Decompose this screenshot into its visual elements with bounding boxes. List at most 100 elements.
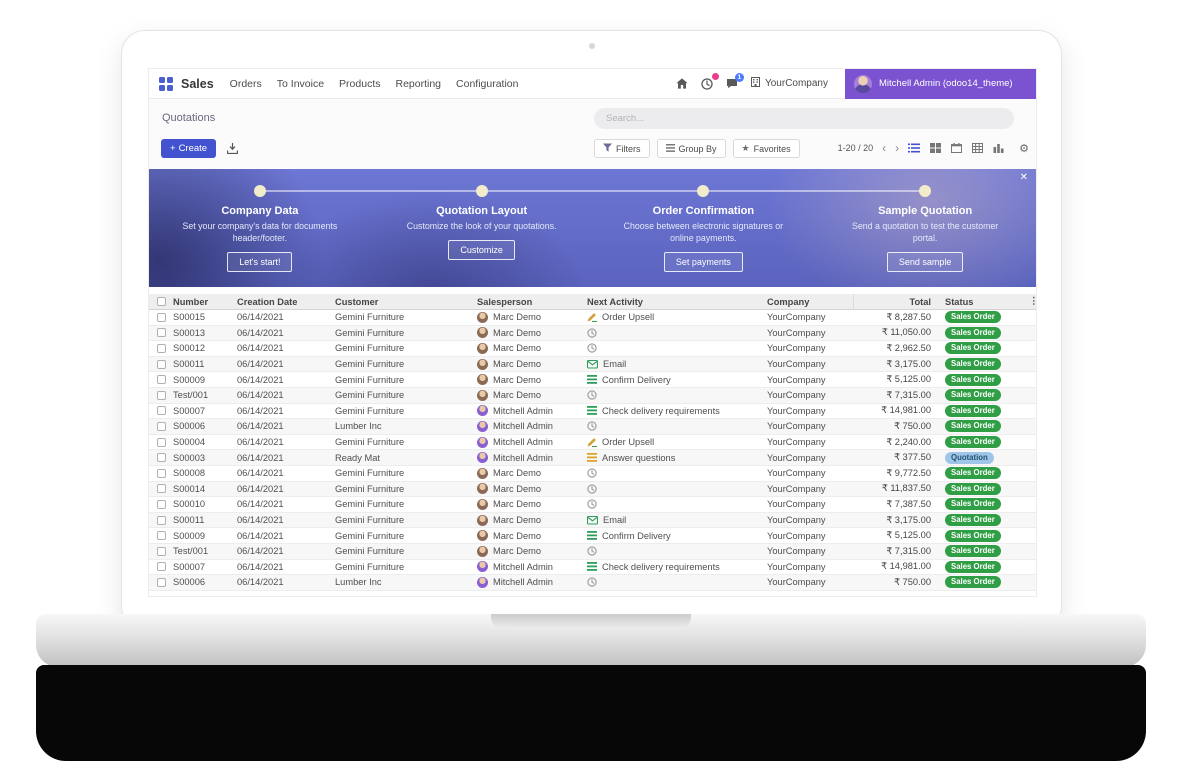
row-checkbox[interactable] xyxy=(149,531,173,541)
row-checkbox[interactable] xyxy=(149,577,173,587)
pivot-view-icon[interactable] xyxy=(968,140,986,156)
cell-next-activity[interactable]: Answer questions xyxy=(587,453,767,463)
table-row[interactable]: S00003 06/14/2021 Ready Mat Mitchell Admin A… xyxy=(149,450,1036,466)
table-row[interactable]: S00007 06/14/2021 Gemini Furniture Mitchell… xyxy=(149,559,1036,576)
table-row[interactable]: S00007 06/14/2021 Gemini Furniture Mitchell… xyxy=(149,403,1036,420)
column-company[interactable]: Company xyxy=(767,296,810,307)
menu-item-products[interactable]: Products xyxy=(339,77,381,90)
close-icon[interactable]: ✕ xyxy=(1019,172,1028,183)
cell-next-activity[interactable]: Confirm Delivery xyxy=(587,375,767,385)
row-checkbox[interactable] xyxy=(149,453,173,463)
table-row[interactable]: S00006 06/14/2021 Lumber Inc Mitchell Admin… xyxy=(149,575,1036,591)
cell-next-activity[interactable]: Check delivery requirements xyxy=(587,562,767,572)
cell-next-activity[interactable] xyxy=(587,577,767,588)
row-checkbox[interactable] xyxy=(149,406,173,416)
table-row[interactable]: Test/001 06/14/2021 Gemini Furniture Marc D… xyxy=(149,387,1036,404)
column-customer[interactable]: Customer xyxy=(335,296,379,307)
app-name[interactable]: Sales xyxy=(181,76,214,91)
column-salesperson[interactable]: Salesperson xyxy=(477,296,533,307)
cell-next-activity[interactable]: Confirm Delivery xyxy=(587,531,767,541)
apps-menu-icon[interactable] xyxy=(159,76,173,91)
kanban-view-icon[interactable] xyxy=(926,140,944,156)
cell-next-activity[interactable] xyxy=(587,328,767,338)
onboarding-step-3: Order Confirmation Choose between electro… xyxy=(593,169,815,287)
cell-next-activity[interactable] xyxy=(587,390,767,400)
graph-view-icon[interactable] xyxy=(989,140,1007,156)
step-action-button[interactable]: Set payments xyxy=(663,251,743,272)
column-number[interactable]: Number xyxy=(173,296,209,307)
table-row[interactable]: S00011 06/14/2021 Gemini Furniture Marc Dem… xyxy=(149,356,1036,373)
step-action-button[interactable]: Send sample xyxy=(886,251,964,272)
row-checkbox[interactable] xyxy=(149,546,173,556)
salesperson-avatar xyxy=(477,420,488,432)
step-action-button[interactable]: Let's start! xyxy=(227,251,293,272)
row-checkbox[interactable] xyxy=(149,484,173,494)
table-row[interactable]: S00012 06/14/2021 Gemini Furniture Marc Dem… xyxy=(149,341,1036,357)
cell-next-activity[interactable]: Order Upsell xyxy=(587,437,767,448)
menu-item-configuration[interactable]: Configuration xyxy=(456,77,519,90)
activities-clock-icon[interactable] xyxy=(701,72,719,90)
table-row[interactable]: S00010 06/14/2021 Gemini Furniture Marc Dem… xyxy=(149,497,1036,513)
table-row[interactable]: S00009 06/14/2021 Gemini Furniture Marc Dem… xyxy=(149,372,1036,388)
company-switcher[interactable]: YourCompany xyxy=(750,77,828,90)
cell-number: S00012 xyxy=(173,343,206,354)
calendar-view-icon[interactable] xyxy=(947,140,965,156)
row-checkbox[interactable] xyxy=(149,359,173,369)
pager-previous-icon[interactable]: ‹ xyxy=(879,142,889,154)
menu-item-to-invoice[interactable]: To Invoice xyxy=(276,77,325,90)
home-icon[interactable] xyxy=(676,78,688,89)
search-input[interactable] xyxy=(594,108,1014,129)
activity-label: Check delivery requirements xyxy=(602,405,720,416)
cell-next-activity[interactable] xyxy=(587,421,767,432)
export-icon[interactable] xyxy=(227,143,239,154)
table-row[interactable]: Test/001 06/14/2021 Gemini Furniture Marc D… xyxy=(149,543,1036,560)
column-total[interactable]: Total xyxy=(853,294,937,309)
menu-item-reporting[interactable]: Reporting xyxy=(395,77,442,90)
cell-next-activity[interactable] xyxy=(587,468,767,478)
table-row[interactable]: S00013 06/14/2021 Gemini Furniture Marc Dem… xyxy=(149,325,1036,342)
create-button[interactable]: + Create xyxy=(161,139,217,158)
pager-next-icon[interactable]: › xyxy=(892,142,902,154)
salesperson-avatar xyxy=(477,358,488,370)
messages-icon[interactable]: 1 xyxy=(726,73,744,89)
cell-next-activity[interactable] xyxy=(587,546,767,556)
cell-next-activity[interactable] xyxy=(587,343,767,354)
optional-columns-icon[interactable]: ⋮ xyxy=(1029,296,1036,307)
cell-next-activity[interactable] xyxy=(587,484,767,494)
row-checkbox[interactable] xyxy=(149,328,173,338)
row-checkbox[interactable] xyxy=(149,437,173,447)
list-view-icon[interactable] xyxy=(905,140,923,156)
row-checkbox[interactable] xyxy=(149,375,173,385)
table-row[interactable]: S00015 06/14/2021 Gemini Furniture Marc Dem… xyxy=(149,310,1036,326)
row-checkbox[interactable] xyxy=(149,515,173,525)
column-status[interactable]: Status xyxy=(945,296,974,307)
cell-next-activity[interactable]: Check delivery requirements xyxy=(587,406,767,416)
table-row[interactable]: S00009 06/14/2021 Gemini Furniture Marc Dem… xyxy=(149,528,1036,544)
column-creation-date[interactable]: Creation Date xyxy=(237,296,298,307)
row-checkbox[interactable] xyxy=(149,562,173,572)
table-row[interactable]: S00008 06/14/2021 Gemini Furniture Marc Dem… xyxy=(149,465,1036,482)
table-row[interactable]: S00011 06/14/2021 Gemini Furniture Marc Dem… xyxy=(149,512,1036,529)
cell-next-activity[interactable]: Order Upsell xyxy=(587,312,767,323)
cell-next-activity[interactable]: Email xyxy=(587,515,767,525)
user-menu[interactable]: Mitchell Admin (odoo14_theme) xyxy=(845,69,1036,99)
column-next-activity[interactable]: Next Activity xyxy=(587,296,643,307)
menu-item-orders[interactable]: Orders xyxy=(229,77,262,90)
select-all-checkbox[interactable] xyxy=(149,297,173,306)
table-row[interactable]: S00004 06/14/2021 Gemini Furniture Mitchell… xyxy=(149,434,1036,451)
table-row[interactable]: S00014 06/14/2021 Gemini Furniture Marc Dem… xyxy=(149,481,1036,498)
table-row[interactable]: S00006 06/14/2021 Lumber Inc Mitchell Admin… xyxy=(149,419,1036,435)
favorites-button[interactable]: ★ Favorites xyxy=(732,139,800,158)
row-checkbox[interactable] xyxy=(149,312,173,322)
step-action-button[interactable]: Customize xyxy=(448,239,515,260)
filters-button[interactable]: Filters xyxy=(594,139,650,158)
row-checkbox[interactable] xyxy=(149,390,173,400)
row-checkbox[interactable] xyxy=(149,468,173,478)
row-checkbox[interactable] xyxy=(149,343,173,353)
cell-next-activity[interactable]: Email xyxy=(587,359,767,369)
group-by-button[interactable]: Group By xyxy=(656,139,726,158)
row-checkbox[interactable] xyxy=(149,499,173,509)
gear-icon[interactable]: ⚙ xyxy=(1019,142,1029,155)
cell-next-activity[interactable] xyxy=(587,499,767,510)
row-checkbox[interactable] xyxy=(149,421,173,431)
